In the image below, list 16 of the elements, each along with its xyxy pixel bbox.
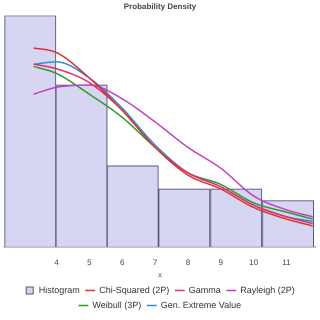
legend-label: Rayleigh (2P)	[240, 284, 295, 295]
x-axis-title: x	[158, 270, 162, 280]
legend-label: Gen. Extreme Value	[160, 300, 242, 310]
chart-title: Probability Density	[124, 2, 197, 12]
legend-label: Chi-Squared (2P)	[99, 284, 170, 295]
legend-label: Histogram	[38, 284, 80, 295]
x-tick-label: 10	[249, 258, 259, 267]
x-tick-label: 4	[54, 258, 60, 267]
legend-label: Gamma	[188, 284, 221, 295]
x-tick-label: 5	[87, 258, 92, 267]
x-tick-label: 11	[282, 258, 292, 267]
x-tick-label: 8	[186, 258, 191, 267]
legend-label: Weibull (3P)	[92, 300, 142, 310]
x-tick-label: 6	[120, 258, 126, 267]
x-tick-label: 9	[218, 258, 224, 267]
x-tick-label: 7	[152, 258, 158, 267]
